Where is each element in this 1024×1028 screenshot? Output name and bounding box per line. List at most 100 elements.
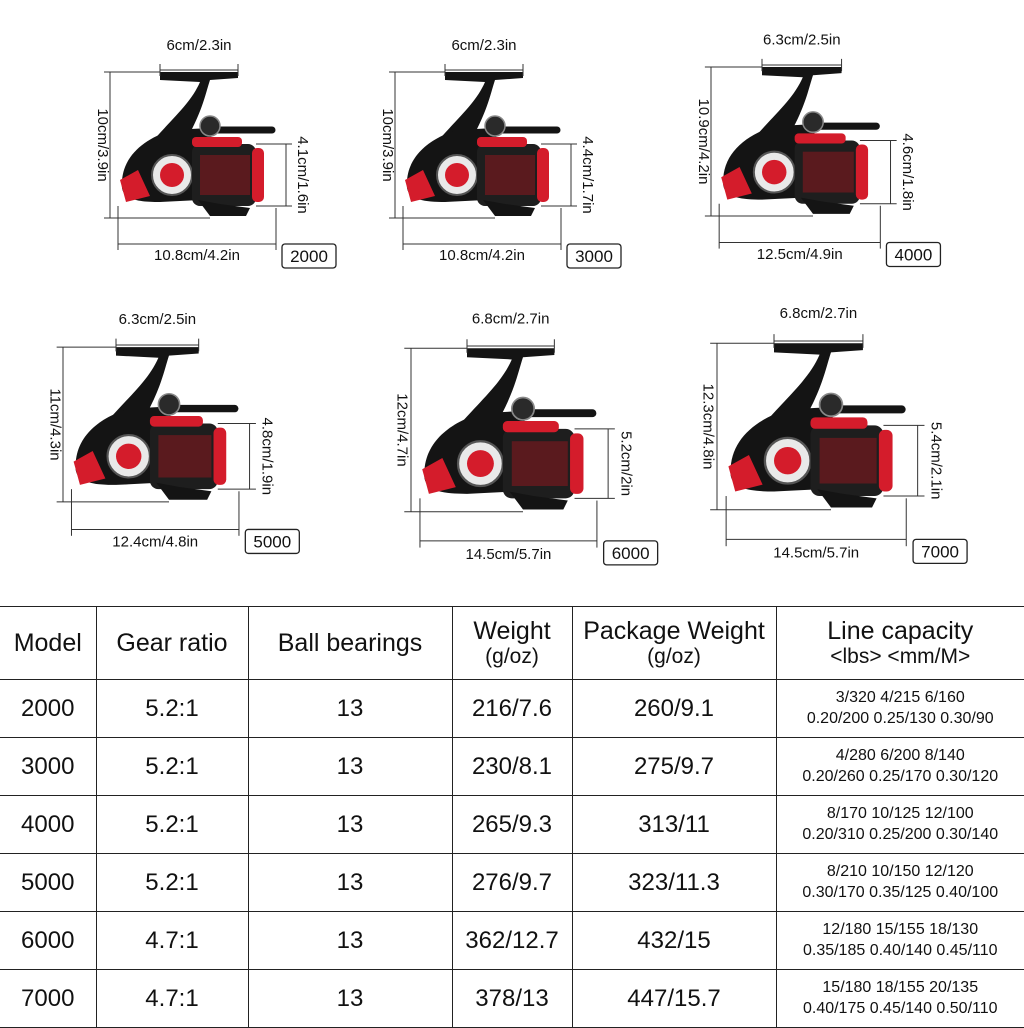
cell-weight: 362/12.7 [452,912,572,970]
header-model: Model [0,607,96,680]
handle-width-label: 6.8cm/2.7in [780,305,858,322]
cell-package-weight: 432/15 [572,912,776,970]
spool-height-label: 4.4cm/1.7in [579,136,596,214]
cell-gear-ratio: 5.2:1 [96,796,248,854]
reel-handle-knob [158,394,179,415]
reel-image [405,72,557,216]
line-capacity-lbs: 12/180 15/155 18/130 [777,920,1024,941]
header-line-capacity: Line capacity <lbs> <mm/M> [776,607,1024,680]
cell-weight: 265/9.3 [452,796,572,854]
reel-gear-cap-center [467,450,494,477]
height-label: 10cm/3.9in [94,108,111,181]
cell-model: 6000 [0,912,96,970]
height-label: 11cm/4.3in [46,388,63,460]
reel-spool-lip [856,145,868,200]
spool-height-label: 5.4cm/2.1in [927,422,944,500]
length-label: 12.4cm/4.8in [112,533,198,550]
line-capacity-mm: 0.35/185 0.40/140 0.45/110 [777,941,1024,962]
reel-handle-knob [820,393,843,416]
reel-handle-knob [803,112,823,132]
handle-width-label: 6cm/2.3in [166,37,231,54]
reel-bail-arm [795,133,846,143]
cell-model: 2000 [0,680,96,738]
reel-gear-cap-center [160,163,184,187]
reel-bail-arm [503,421,559,432]
height-label: 10cm/3.9in [379,108,396,181]
cell-weight: 378/13 [452,970,572,1028]
header-package-weight-label: Package Weight [583,617,765,645]
reel-spool-lip [252,148,264,202]
cell-gear-ratio: 5.2:1 [96,854,248,912]
reel-spool-line [158,435,211,477]
cell-gear-ratio: 4.7:1 [96,970,248,1028]
header-gear-ratio: Gear ratio [96,607,248,680]
length-label: 10.8cm/4.2in [154,247,240,264]
cell-package-weight: 447/15.7 [572,970,776,1028]
reel-handle-knob [200,116,220,136]
reel-spool-line [485,155,535,195]
header-line-capacity-unit: <lbs> <mm/M> [777,645,1024,669]
cell-package-weight: 323/11.3 [572,854,776,912]
cell-ball-bearings: 13 [248,912,452,970]
line-capacity-mm: 0.20/310 0.25/200 0.30/140 [777,825,1024,846]
reel-gear-cap-center [445,163,469,187]
model-badge-label: 7000 [921,542,959,561]
reel-handle-knob [485,116,505,136]
line-capacity-lbs: 8/170 10/125 12/100 [777,804,1024,825]
line-capacity-mm: 0.30/170 0.35/125 0.40/100 [777,883,1024,904]
reel-bail-arm [477,137,527,147]
line-capacity-mm: 0.40/175 0.45/140 0.50/110 [777,999,1024,1020]
header-weight-label: Weight [473,617,550,645]
height-label: 12.3cm/4.8in [699,384,716,470]
reel-spool-lip [537,148,549,202]
header-ball-bearings: Ball bearings [248,607,452,680]
reel-spool-lip [879,430,893,492]
line-capacity-lbs: 15/180 18/155 20/135 [777,978,1024,999]
line-capacity-lbs: 4/280 6/200 8/140 [777,746,1024,767]
cell-model: 3000 [0,738,96,796]
spool-height-label: 4.6cm/1.8in [899,133,916,211]
cell-ball-bearings: 13 [248,970,452,1028]
handle-width-label: 6cm/2.3in [451,37,516,54]
cell-gear-ratio: 5.2:1 [96,738,248,796]
reel-gear-cap-center [116,444,141,469]
header-package-weight: Package Weight (g/oz) [572,607,776,680]
table-header-row: Model Gear ratio Ball bearings Weight (g… [0,607,1024,680]
specs-table: Model Gear ratio Ball bearings Weight (g… [0,606,1024,1028]
reel-bail-arm [192,137,242,147]
cell-ball-bearings: 13 [248,738,452,796]
cell-weight: 230/8.1 [452,738,572,796]
handle-width-label: 6.3cm/2.5in [119,311,197,328]
cell-ball-bearings: 13 [248,796,452,854]
model-badge-label: 6000 [612,544,650,563]
cell-package-weight: 260/9.1 [572,680,776,738]
reel-diagram: 6.3cm/2.5in 11cm/4.3in 4.8cm/1.9in 12.4cm/4… [46,311,299,554]
reel-spool-line [200,155,250,195]
handle-width-label: 6.8cm/2.7in [472,311,550,328]
model-badge-label: 2000 [290,247,328,266]
cell-gear-ratio: 5.2:1 [96,680,248,738]
reel-image [728,343,901,507]
model-badge-label: 3000 [575,247,613,266]
reel-spool-line [803,152,854,193]
spool-height-label: 4.8cm/1.9in [258,418,275,496]
line-capacity-lbs: 3/320 4/215 6/160 [777,688,1024,709]
reel-spool-lip [570,433,583,493]
length-label: 10.8cm/4.2in [439,247,525,264]
handle-width-label: 6.3cm/2.5in [763,32,841,49]
